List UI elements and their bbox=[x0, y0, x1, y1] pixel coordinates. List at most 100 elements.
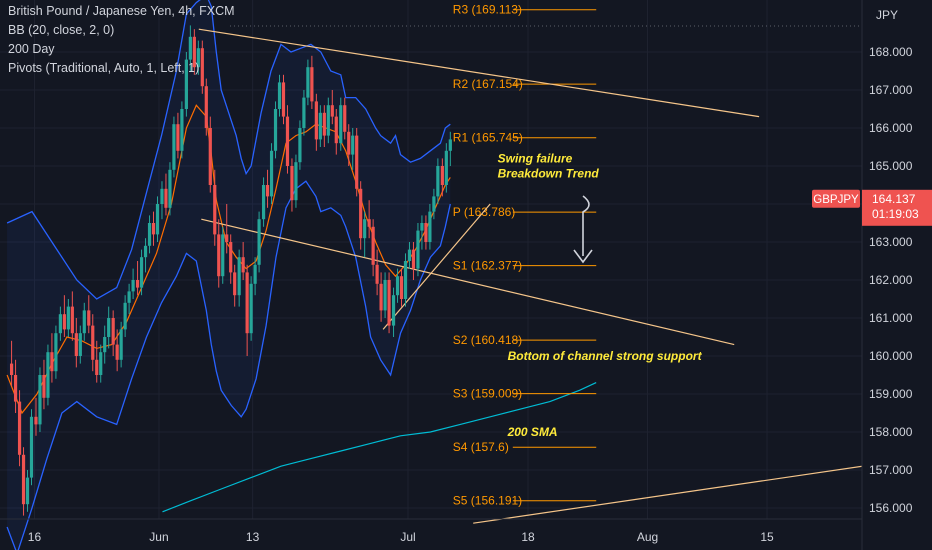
candle-body bbox=[107, 318, 111, 337]
candle-body bbox=[155, 204, 160, 235]
candle-body bbox=[139, 257, 144, 288]
candle-body bbox=[343, 105, 347, 132]
pivots-legend[interactable]: Pivots (Traditional, Auto, 1, Left, 1) bbox=[8, 61, 200, 75]
y-tick-label: 165.000 bbox=[869, 159, 913, 173]
candle-body bbox=[196, 48, 200, 68]
annotation-3[interactable]: 200 SMA bbox=[507, 425, 558, 439]
y-tick-label: 163.000 bbox=[869, 235, 913, 249]
candle-body bbox=[448, 139, 452, 151]
pivot-label-1: R2 (167.154) bbox=[453, 77, 523, 91]
candle-body bbox=[379, 283, 383, 311]
candle-body bbox=[74, 333, 78, 356]
candle-body bbox=[233, 272, 237, 296]
candle-body bbox=[306, 67, 310, 98]
candle-body bbox=[188, 36, 192, 60]
candle-body bbox=[261, 185, 266, 220]
candle-body bbox=[383, 280, 387, 311]
candle-body bbox=[143, 245, 148, 258]
annotation-1[interactable]: Breakdown Trend bbox=[498, 167, 600, 181]
y-tick-label: 161.000 bbox=[869, 311, 913, 325]
candle-body bbox=[298, 128, 302, 163]
candle-body bbox=[416, 230, 420, 269]
candle-body bbox=[281, 82, 286, 117]
symbol-price-tag[interactable] bbox=[812, 189, 860, 208]
candle-body bbox=[322, 112, 326, 136]
pivot-label-7: S4 (157.6) bbox=[453, 440, 509, 454]
candle-body bbox=[111, 318, 115, 345]
candle-body bbox=[66, 306, 70, 330]
candle-body bbox=[50, 352, 54, 372]
trendline-3[interactable] bbox=[473, 461, 889, 524]
last-price-tag[interactable] bbox=[862, 189, 932, 226]
candle-body bbox=[70, 306, 74, 334]
sma-200-line bbox=[162, 382, 597, 513]
candle-body bbox=[265, 185, 270, 197]
candle-body bbox=[273, 109, 278, 151]
candle-body bbox=[314, 101, 318, 140]
bollinger-upper-line bbox=[6, 0, 451, 300]
candle-body bbox=[339, 105, 343, 144]
candle-body bbox=[363, 219, 367, 239]
y-tick-label: 158.000 bbox=[869, 425, 913, 439]
candle-body bbox=[54, 333, 58, 372]
candle-body bbox=[225, 234, 229, 242]
annotation-2[interactable]: Bottom of channel strong support bbox=[508, 349, 703, 363]
candle-body bbox=[176, 124, 180, 151]
candle-body bbox=[17, 401, 22, 455]
pivot-label-5: S2 (160.418) bbox=[453, 333, 522, 347]
y-tick-label: 166.000 bbox=[869, 121, 913, 135]
candle-body bbox=[391, 295, 396, 326]
trendline-0[interactable] bbox=[198, 28, 760, 118]
candle-body bbox=[399, 276, 404, 299]
trendline-2[interactable] bbox=[382, 203, 491, 330]
y-tick-label: 157.000 bbox=[869, 463, 913, 477]
candle-body bbox=[355, 135, 359, 189]
last-price-label: 164.137 bbox=[872, 192, 916, 206]
candle-body bbox=[82, 310, 86, 334]
candle-body bbox=[294, 162, 298, 201]
candle-body bbox=[172, 124, 176, 170]
candle-body bbox=[302, 97, 306, 128]
sma-legend[interactable]: 200 Day bbox=[8, 42, 55, 56]
symbol-title[interactable]: British Pound / Japanese Yen, 4h, FXCM bbox=[8, 4, 235, 18]
candle-body bbox=[257, 219, 261, 265]
annotation-0[interactable]: Swing failure bbox=[498, 151, 573, 165]
candle-body bbox=[13, 375, 18, 402]
candle-body bbox=[249, 283, 253, 334]
candle-body bbox=[359, 188, 363, 239]
candle-body bbox=[115, 344, 119, 360]
candle-body bbox=[62, 314, 66, 330]
candle-body bbox=[208, 128, 212, 185]
trendline-1[interactable] bbox=[201, 218, 735, 346]
candle-body bbox=[407, 249, 412, 261]
pivot-label-4: S1 (162.377) bbox=[453, 259, 522, 273]
pivot-label-3: P (163.786) bbox=[453, 205, 516, 219]
candle-body bbox=[432, 196, 436, 212]
pivot-label-0: R3 (169.113) bbox=[453, 3, 522, 17]
candle-body bbox=[217, 234, 221, 277]
y-tick-label: 156.000 bbox=[869, 501, 913, 515]
candle-body bbox=[127, 291, 131, 303]
candle-body bbox=[91, 325, 95, 360]
candle-body bbox=[277, 82, 282, 109]
bollinger-bands-legend[interactable]: BB (20, close, 2, 0) bbox=[8, 23, 115, 37]
x-tick-label: 15 bbox=[760, 530, 774, 544]
candle-body bbox=[147, 223, 152, 246]
candle-body bbox=[180, 109, 184, 151]
candle-body bbox=[424, 223, 428, 242]
pivot-label-8: S5 (156.191) bbox=[453, 494, 522, 508]
candle-body bbox=[151, 223, 156, 235]
bollinger-lower-line bbox=[6, 180, 451, 550]
candle-body bbox=[420, 223, 424, 231]
candle-body bbox=[330, 105, 334, 117]
candle-body bbox=[58, 314, 62, 334]
x-tick-label: 13 bbox=[246, 530, 260, 544]
price-axis[interactable] bbox=[862, 0, 932, 550]
x-tick-label: 16 bbox=[28, 530, 42, 544]
pivot-label-6: S3 (159.009) bbox=[453, 387, 522, 401]
arrow-head-icon bbox=[573, 249, 593, 264]
y-tick-label: 162.000 bbox=[869, 273, 913, 287]
candle-body bbox=[160, 188, 164, 204]
